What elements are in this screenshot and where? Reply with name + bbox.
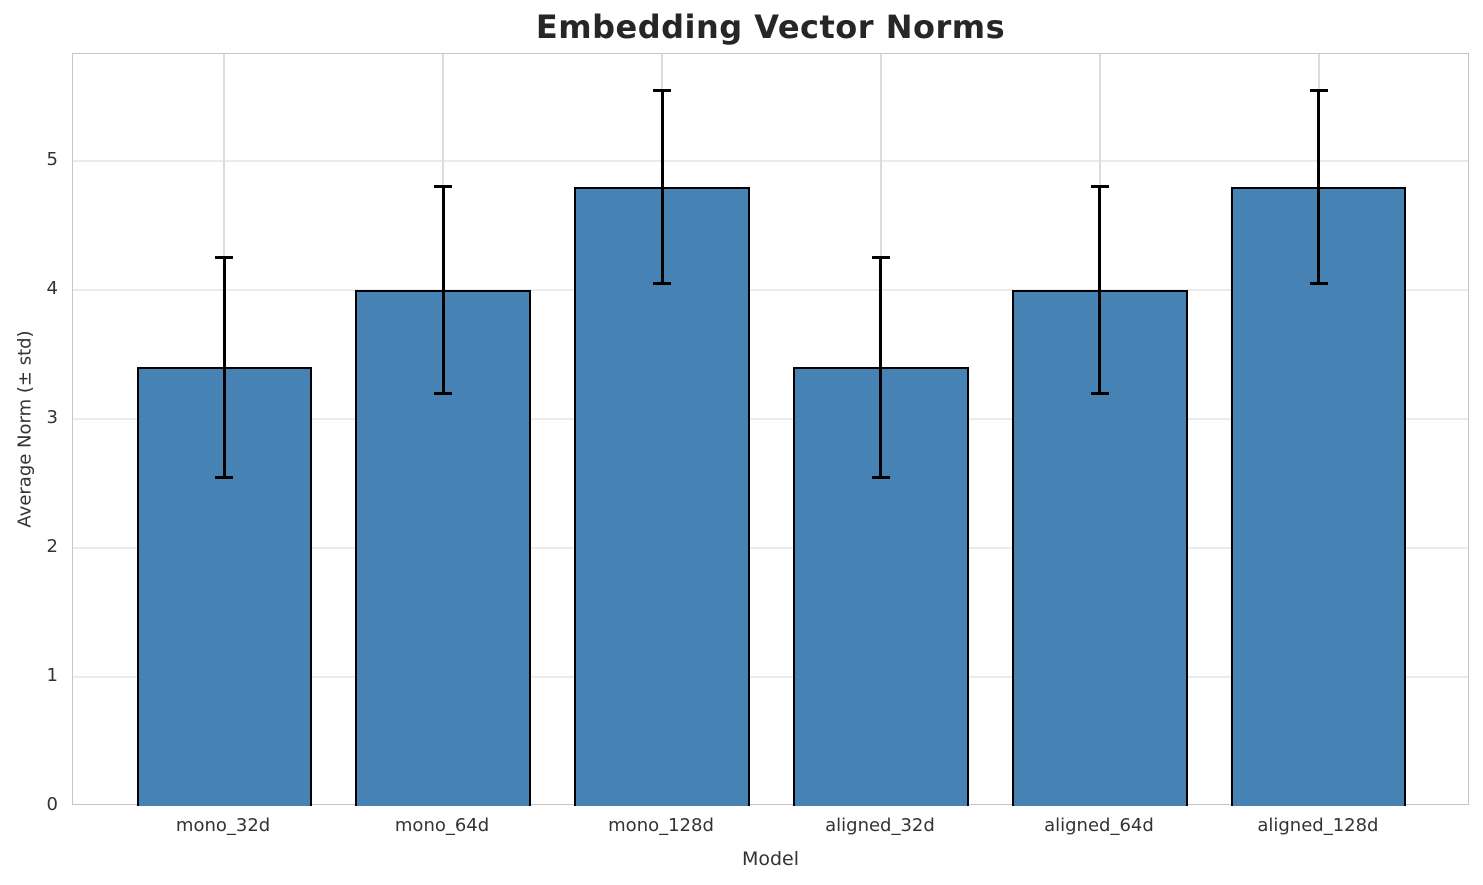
bar-aligned_128d bbox=[1231, 186, 1407, 806]
error-bar-cap-top-mono_128d bbox=[653, 88, 672, 92]
x-tick-label-aligned_64d: aligned_64d bbox=[1044, 815, 1154, 836]
error-bar-cap-bottom-aligned_32d bbox=[871, 475, 890, 479]
error-bar-cap-top-mono_64d bbox=[434, 185, 453, 189]
error-bar-line-aligned_64d bbox=[1098, 186, 1102, 394]
gridline-horizontal bbox=[73, 418, 1468, 420]
gridline-horizontal bbox=[73, 676, 1468, 678]
y-tick-label: 0 bbox=[46, 794, 58, 815]
x-tick-label-mono_128d: mono_128d bbox=[608, 815, 714, 836]
x-tick-label-aligned_128d: aligned_128d bbox=[1257, 815, 1379, 836]
y-tick-label: 1 bbox=[46, 665, 58, 686]
chart-title: Embedding Vector Norms bbox=[535, 8, 1006, 46]
x-tick-label-aligned_32d: aligned_32d bbox=[825, 815, 935, 836]
y-tick-label: 3 bbox=[46, 407, 58, 429]
gridline-horizontal bbox=[73, 160, 1468, 162]
x-tick-label-mono_32d: mono_32d bbox=[175, 815, 271, 836]
error-bar-cap-bottom-mono_32d bbox=[215, 475, 234, 479]
error-bar-cap-bottom-aligned_64d bbox=[1090, 391, 1109, 395]
error-bar-cap-bottom-mono_128d bbox=[653, 282, 672, 286]
x-axis-label: Model bbox=[741, 848, 800, 870]
error-bar-cap-top-mono_32d bbox=[215, 256, 234, 260]
error-bar-cap-top-aligned_128d bbox=[1309, 88, 1328, 92]
error-bar-cap-bottom-aligned_128d bbox=[1309, 282, 1328, 286]
plot-area bbox=[72, 53, 1469, 806]
gridline-horizontal bbox=[73, 289, 1468, 291]
error-bar-line-aligned_128d bbox=[1317, 90, 1321, 284]
gridline-horizontal bbox=[73, 547, 1468, 549]
y-tick-label: 4 bbox=[46, 278, 58, 300]
y-axis-label: Average Norm (± std) bbox=[14, 330, 36, 528]
error-bar-line-mono_32d bbox=[222, 257, 226, 478]
error-bar-cap-top-aligned_64d bbox=[1090, 185, 1109, 189]
error-bar-cap-bottom-mono_64d bbox=[434, 391, 453, 395]
error-bar-line-aligned_32d bbox=[879, 257, 883, 478]
error-bar-line-mono_128d bbox=[660, 90, 664, 284]
y-tick-label: 2 bbox=[46, 536, 58, 558]
error-bar-cap-top-aligned_32d bbox=[871, 256, 890, 260]
bar-mono_128d bbox=[574, 186, 750, 806]
x-tick-label-mono_64d: mono_64d bbox=[394, 815, 490, 836]
error-bar-line-mono_64d bbox=[441, 186, 445, 394]
y-tick-label: 5 bbox=[46, 149, 58, 171]
